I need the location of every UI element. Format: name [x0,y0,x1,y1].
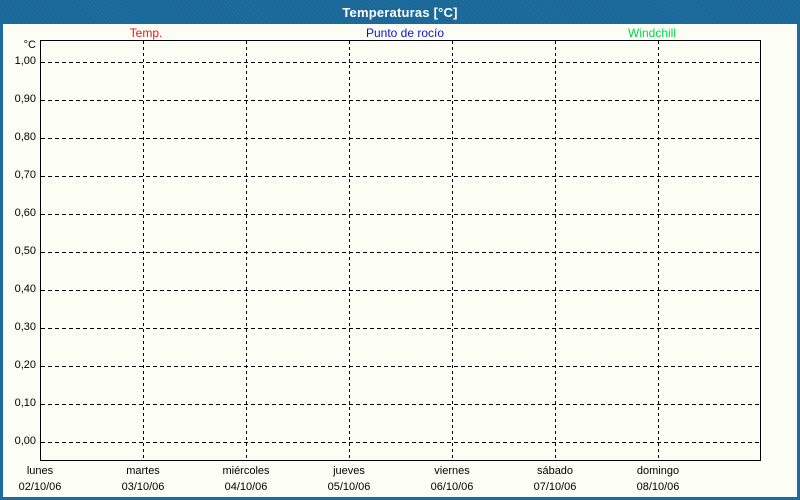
x-gridline [246,41,247,460]
x-date-label: 03/10/06 [121,481,165,493]
x-date-label: 02/10/06 [18,481,62,493]
chart-panel [0,24,800,500]
legend-item: Temp. [129,26,163,40]
y-tick-label: 0,90 [14,93,36,105]
legend-item: Windchill [627,26,677,40]
y-gridline [41,62,760,63]
y-gridline [41,214,760,215]
y-gridline [41,366,760,367]
y-gridline [41,404,760,405]
y-tick-label: 0,80 [14,131,36,143]
y-axis-unit-label: °C [23,39,36,51]
x-day-label: lunes [26,465,54,477]
y-tick-label: 0,40 [14,283,36,295]
x-day-label: domingo [636,465,680,477]
x-day-label: martes [126,465,160,477]
x-day-label: miércoles [222,465,270,477]
legend-item: Punto de rocío [365,26,445,40]
x-gridline [658,41,659,460]
y-tick-label: 0,50 [14,245,36,257]
y-tick-label: 1,00 [14,55,36,67]
y-tick-label: 0,30 [14,321,36,333]
x-date-label: 06/10/06 [430,481,474,493]
x-date-label: 05/10/06 [327,481,371,493]
y-gridline [41,252,760,253]
x-date-label: 07/10/06 [533,481,577,493]
y-tick-label: 0,10 [14,397,36,409]
title-bar: Temperaturas [°C] [0,0,800,24]
x-date-label: 08/10/06 [636,481,680,493]
y-gridline [41,138,760,139]
y-tick-label: 0,60 [14,207,36,219]
x-day-label: jueves [333,465,365,477]
x-gridline [143,41,144,460]
x-gridline [452,41,453,460]
chart-title: Temperaturas [°C] [342,4,458,20]
y-tick-label: 0,70 [14,169,36,181]
y-gridline [41,442,760,443]
y-gridline [41,290,760,291]
y-gridline [41,176,760,177]
y-tick-label: 0,00 [14,435,36,447]
plot-area [40,40,761,461]
x-day-label: viernes [434,465,470,477]
y-tick-label: 0,20 [14,359,36,371]
x-gridline [349,41,350,460]
x-date-label: 04/10/06 [224,481,268,493]
x-gridline [555,41,556,460]
x-day-label: sábado [536,465,574,477]
y-gridline [41,100,760,101]
y-gridline [41,328,760,329]
